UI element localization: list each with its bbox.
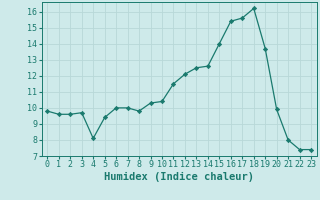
X-axis label: Humidex (Indice chaleur): Humidex (Indice chaleur) [104, 172, 254, 182]
